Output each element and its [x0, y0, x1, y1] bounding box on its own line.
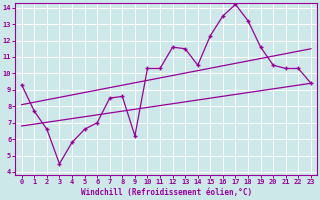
- X-axis label: Windchill (Refroidissement éolien,°C): Windchill (Refroidissement éolien,°C): [81, 188, 252, 197]
